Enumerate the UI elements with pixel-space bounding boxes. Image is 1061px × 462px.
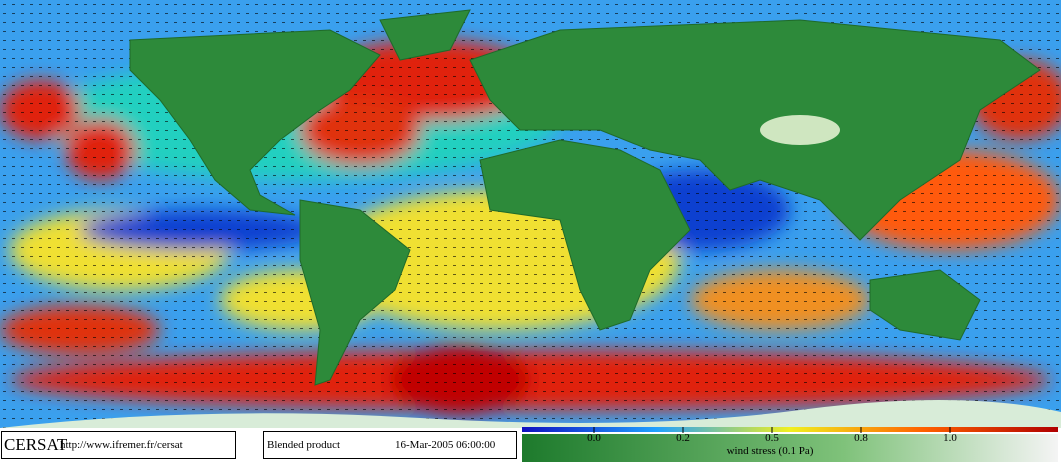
colorbar-tick-label: 0.8 xyxy=(854,432,868,444)
antarctica xyxy=(0,399,1061,428)
colorbar-tick-label: 0.0 xyxy=(587,432,601,444)
brand: CERSAT xyxy=(4,435,68,454)
colorbar-tick-label: 0.2 xyxy=(676,432,690,444)
colorbar-tick-label: 0.5 xyxy=(765,432,779,444)
map xyxy=(0,0,1061,428)
timestamp: 16-Mar-2005 06:00:00 xyxy=(395,439,496,451)
brand-box xyxy=(1,431,236,459)
url: http://www.ifremer.fr/cersat xyxy=(60,439,183,451)
product: Blended product xyxy=(267,439,340,451)
colorbar xyxy=(522,427,1058,432)
colorbar-tick-label: 1.0 xyxy=(943,432,957,444)
colorbar-label: wind stress (0.1 Pa) xyxy=(727,445,814,457)
land xyxy=(129,9,1041,386)
product-box xyxy=(263,431,517,459)
plateau xyxy=(760,115,840,145)
footer: CERSAT http://www.ifremer.fr/cersat Blen… xyxy=(0,427,1061,462)
